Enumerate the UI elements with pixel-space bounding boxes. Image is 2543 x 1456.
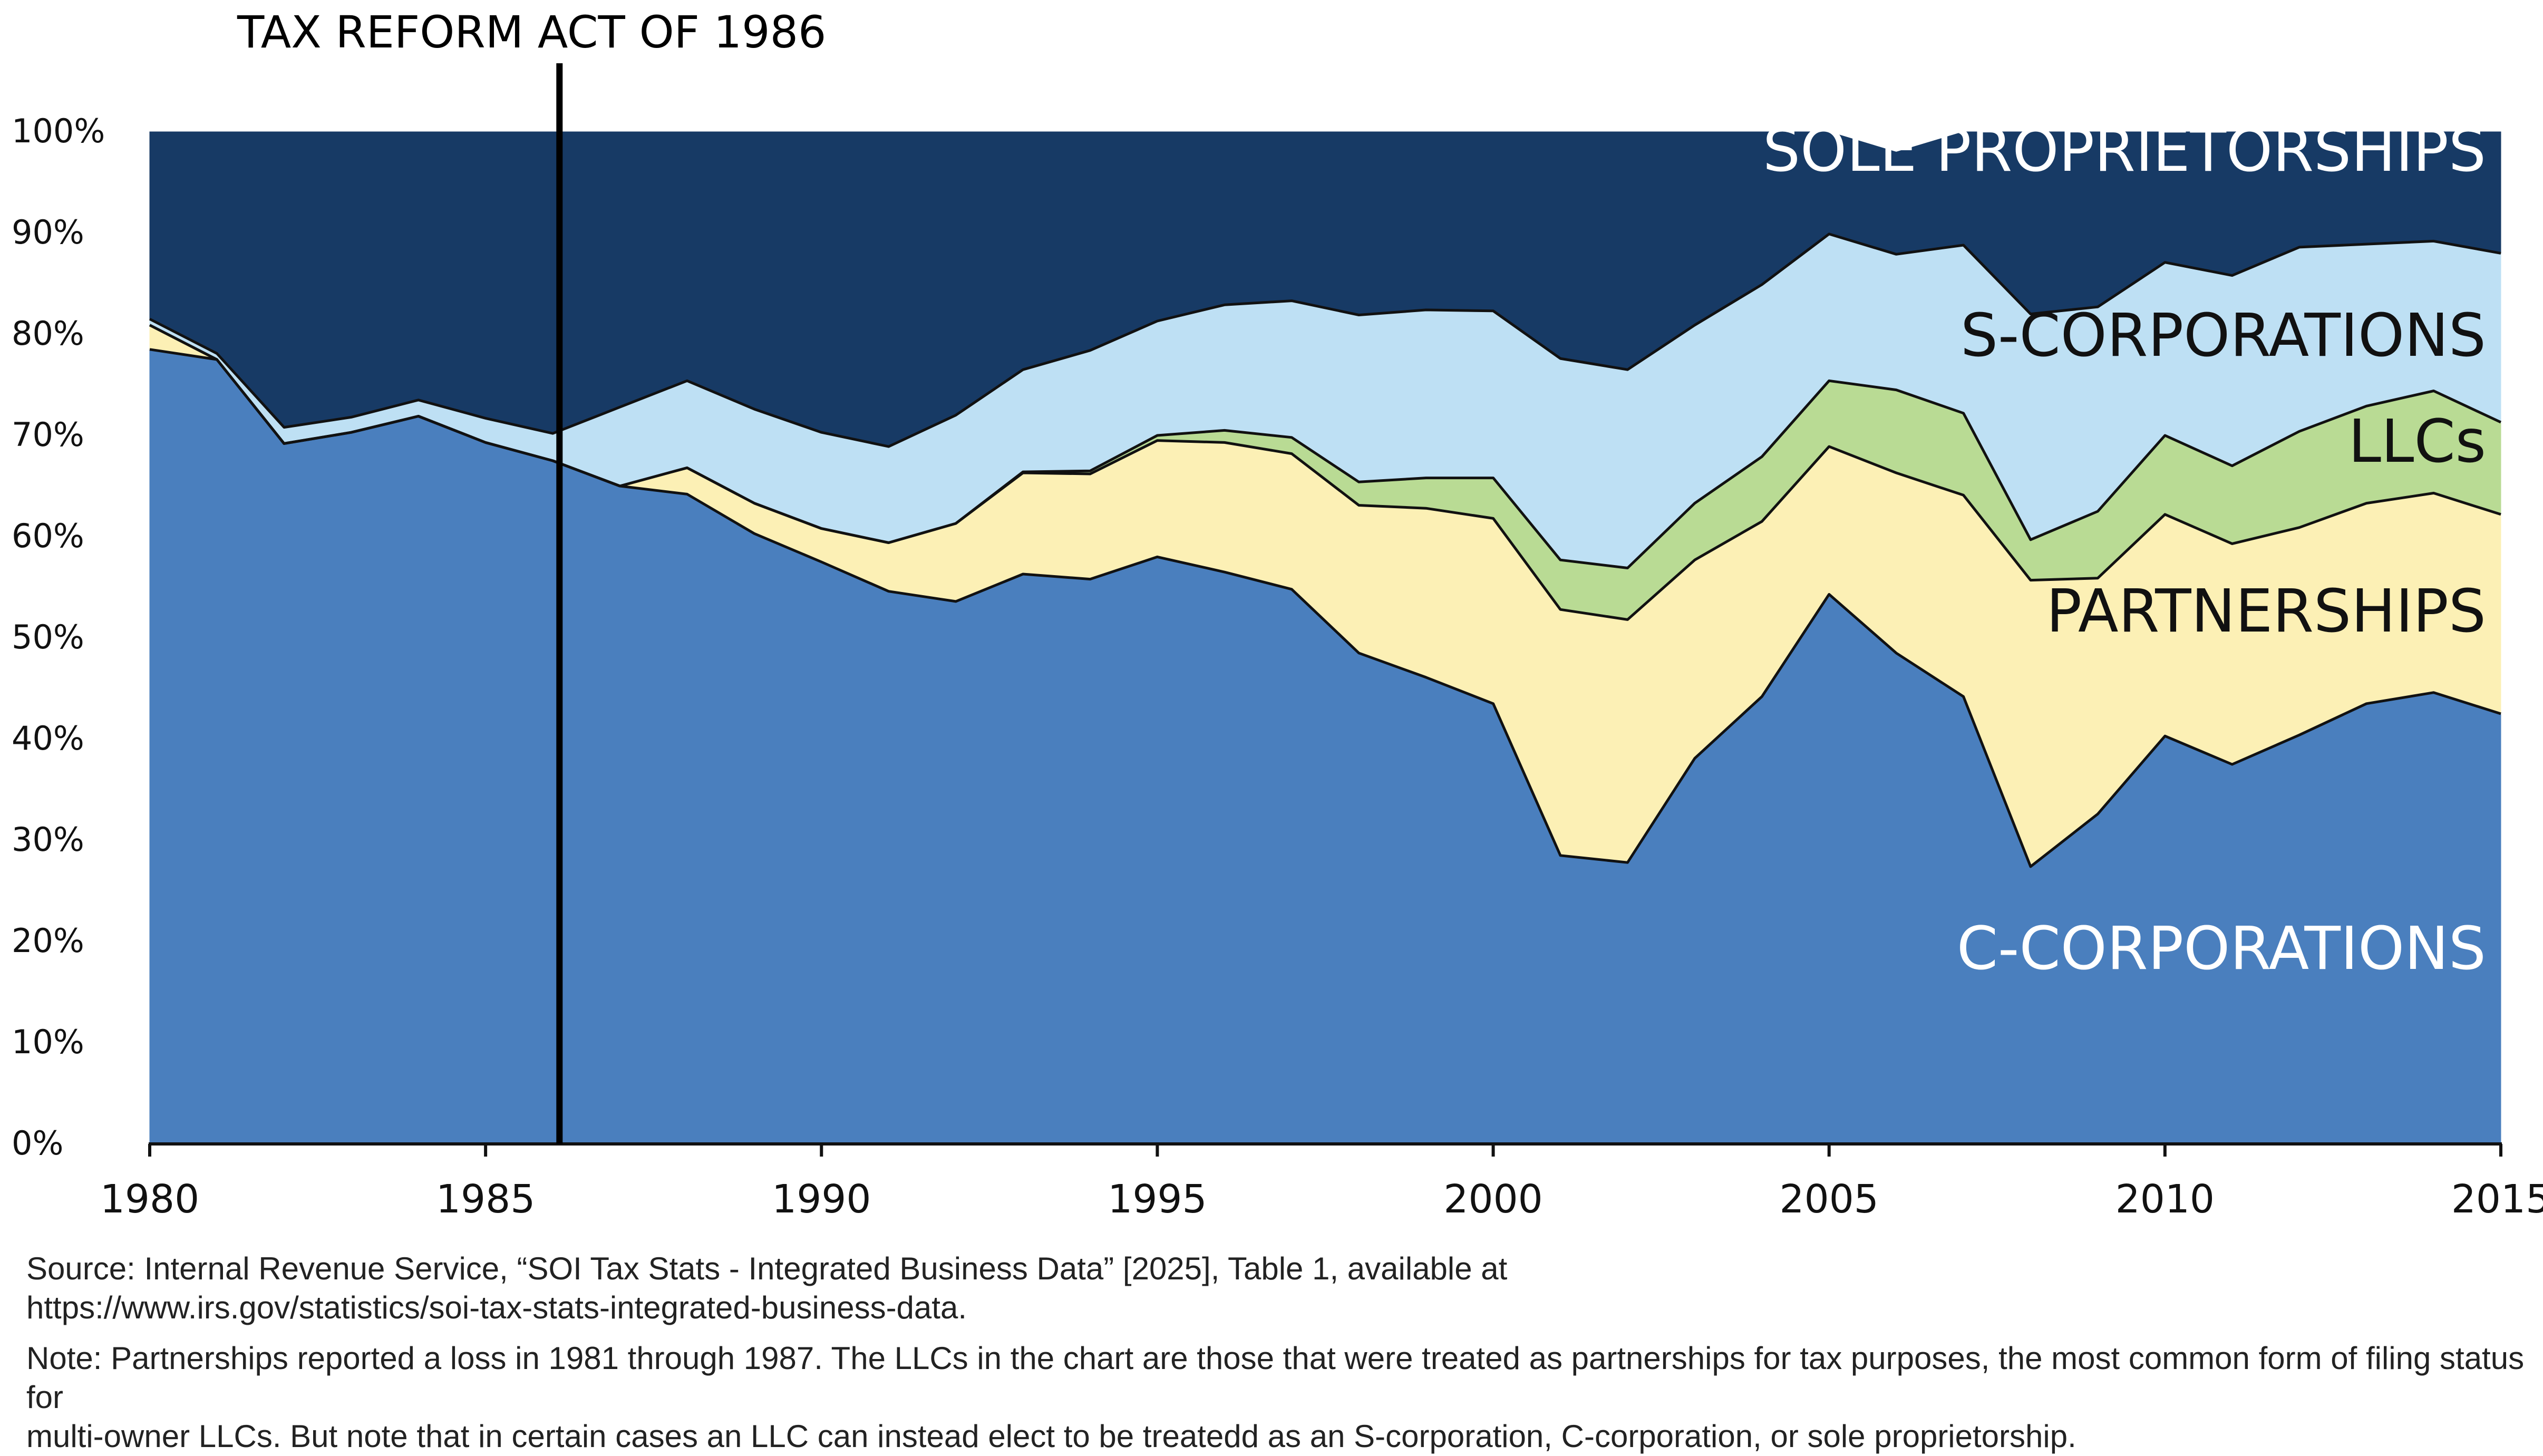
boundary-line-llcs bbox=[149, 324, 2502, 569]
x-tick-label: 1980 bbox=[100, 1177, 199, 1222]
series-label-s-corporations: S-CORPORATIONS bbox=[1960, 302, 2486, 370]
y-tick-label: 40% bbox=[12, 719, 84, 758]
y-tick-label: 60% bbox=[12, 517, 84, 555]
x-tick-label: 2015 bbox=[2451, 1177, 2543, 1222]
tax-reform-annotation: TAX REFORM ACT OF 1986 bbox=[237, 6, 826, 58]
note-line-1: Note: Partnerships reported a loss in 19… bbox=[26, 1341, 2525, 1415]
y-tick-label: 30% bbox=[12, 820, 84, 859]
y-tick-label: 20% bbox=[12, 921, 84, 960]
x-tick-label: 1985 bbox=[436, 1177, 535, 1222]
source-note: Source: Internal Revenue Service, “SOI T… bbox=[26, 1249, 2525, 1327]
boundary-line-s-corporations bbox=[149, 232, 2501, 448]
y-tick-label: 80% bbox=[12, 314, 84, 353]
source-line-1: Source: Internal Revenue Service, “SOI T… bbox=[26, 1251, 1508, 1286]
x-tick-label: 2000 bbox=[1443, 1177, 1542, 1222]
y-tick-label: 100% bbox=[12, 112, 105, 150]
x-tick-label: 1990 bbox=[772, 1177, 871, 1222]
series-labels-layer: C-CORPORATIONS PARTNERSHIPS LLCs S-CORPORAT… bbox=[1763, 117, 2486, 983]
annotation-layer: TAX REFORM ACT OF 1986 bbox=[237, 6, 826, 1144]
series-label-sole-proprietorships: SOLE PROPRIETORSHIPS bbox=[1763, 117, 2486, 185]
y-tick-label: 50% bbox=[12, 618, 84, 656]
boundary-lines-layer bbox=[149, 232, 2502, 868]
areas-layer bbox=[149, 131, 2501, 1144]
y-tick-label: 0% bbox=[12, 1124, 63, 1162]
note-line-2: multi-owner LLCs. But note that in certa… bbox=[26, 1419, 2076, 1454]
footnote: Note: Partnerships reported a loss in 19… bbox=[26, 1339, 2525, 1456]
x-tick-label: 2005 bbox=[1780, 1177, 1879, 1222]
series-label-c-corporations: C-CORPORATIONS bbox=[1957, 915, 2486, 983]
source-line-2: https://www.irs.gov/statistics/soi-tax-s… bbox=[26, 1290, 967, 1325]
y-tick-label: 10% bbox=[12, 1023, 84, 1061]
y-tick-label: 70% bbox=[12, 415, 84, 454]
series-label-partnerships: PARTNERSHIPS bbox=[2046, 577, 2486, 646]
series-label-llcs: LLCs bbox=[2348, 407, 2486, 476]
y-tick-label: 90% bbox=[12, 213, 84, 251]
axis-layer: 1980 1985 1990 1995 2000 2005 2010 2015 0% 10% 20%… bbox=[12, 112, 2543, 1222]
stacked-area-chart: 1980 1985 1990 1995 2000 2005 2010 2015 0% 10% 20%… bbox=[12, 6, 2543, 1222]
x-tick-label: 1995 bbox=[1108, 1177, 1207, 1222]
x-tick-label: 2010 bbox=[2115, 1177, 2215, 1222]
